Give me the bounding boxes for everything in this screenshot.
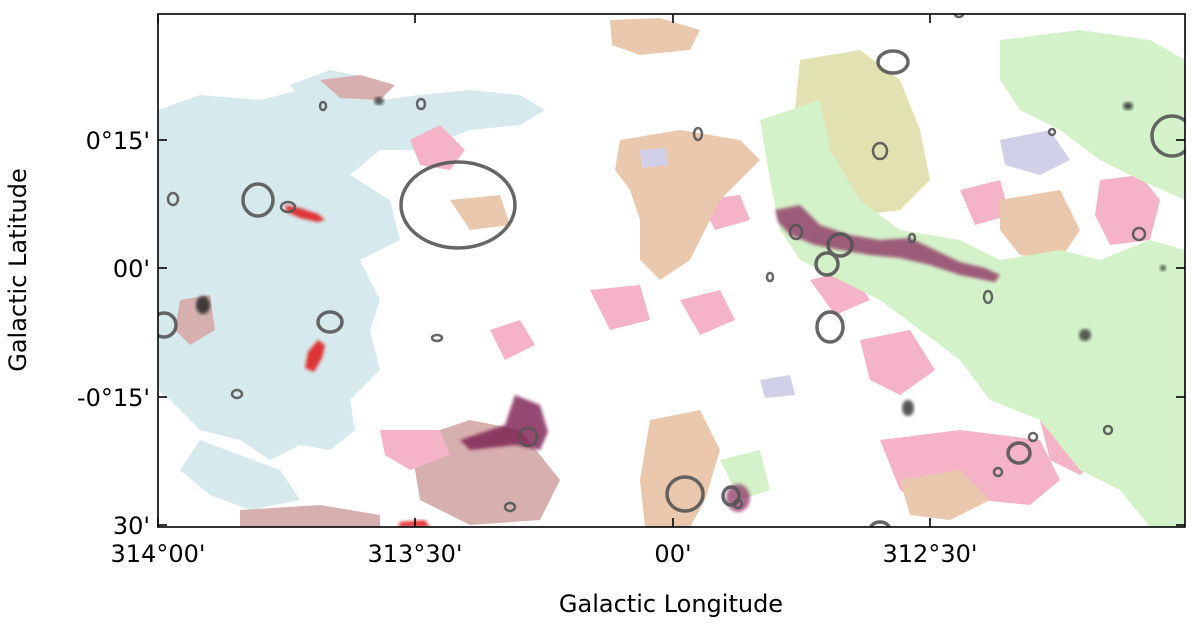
axis-ticks — [157, 14, 1185, 527]
region-pink-1 — [410, 125, 465, 170]
source-ellipse-small — [732, 498, 744, 510]
small-source-ellipses — [166, 14, 1147, 513]
source-ellipse-small — [279, 200, 297, 214]
source-ellipse — [815, 310, 845, 344]
source-ellipse — [1006, 441, 1032, 465]
dark-clump-6 — [1160, 265, 1166, 271]
y-tick-label: 30' — [113, 512, 150, 540]
source-ellipse-small — [1102, 424, 1114, 436]
source-ellipse — [876, 49, 910, 75]
source-ellipse — [316, 310, 344, 334]
region-lightgreen-1 — [760, 100, 1185, 527]
source-ellipse-small — [992, 466, 1004, 478]
y-tick-label: 0°15' — [86, 127, 150, 155]
region-pink-8 — [1095, 175, 1160, 245]
red-feature-2 — [305, 340, 325, 372]
red-feature-3 — [398, 520, 430, 527]
y-tick-label: 00' — [113, 255, 150, 283]
region-pink-3 — [490, 320, 535, 360]
dark-clump-1 — [196, 296, 210, 314]
region-tan-6 — [450, 195, 510, 230]
region-pink-10 — [960, 180, 1010, 225]
region-tan-5 — [900, 470, 990, 520]
region-lightgreen-2 — [1000, 30, 1185, 200]
dense-emission — [196, 97, 1166, 527]
region-lightblue-south — [180, 440, 300, 510]
source-ellipse-small — [907, 232, 917, 244]
x-tick-label: 00' — [654, 540, 691, 568]
dark-clump-2 — [902, 400, 914, 416]
source-ellipse-small — [503, 501, 517, 513]
source-ellipse — [814, 251, 840, 277]
region-tan-3 — [640, 410, 720, 527]
source-ellipse — [399, 160, 517, 250]
region-rosybrown-4 — [240, 505, 380, 527]
region-pink-5 — [680, 290, 735, 335]
region-pink-2 — [380, 430, 450, 470]
source-ellipse — [1150, 114, 1185, 158]
source-ellipse-small — [517, 426, 539, 448]
dark-clump-5 — [374, 97, 384, 105]
source-ellipse-small — [166, 191, 180, 207]
dark-clump-3 — [1079, 329, 1091, 341]
y-axis-title: Galactic Latitude — [4, 168, 32, 372]
source-ellipse — [665, 475, 705, 513]
source-ellipse — [826, 232, 854, 258]
source-ellipse-small — [982, 289, 994, 305]
source-ellipse — [241, 182, 275, 218]
region-rosybrown-1 — [320, 75, 395, 100]
source-ellipses — [158, 49, 1185, 527]
source-ellipse-small — [318, 100, 328, 112]
region-lavender-1 — [1000, 130, 1070, 175]
region-tan-4 — [1000, 190, 1080, 260]
source-ellipse-small — [230, 388, 244, 400]
source-ellipse-small — [1027, 431, 1039, 443]
region-lavender-2 — [640, 148, 668, 168]
source-ellipse-small — [953, 14, 965, 19]
source-ellipse — [868, 520, 892, 527]
y-tick-label: -0°15' — [77, 384, 150, 412]
region-tan-2 — [615, 130, 760, 280]
magenta-south — [460, 395, 548, 450]
source-ellipse-small — [430, 333, 444, 343]
x-tick-label: 314°00' — [111, 540, 206, 568]
source-ellipse-small — [788, 223, 804, 241]
x-tick-label: 312°30' — [883, 540, 978, 568]
source-ellipse-small — [692, 126, 704, 142]
region-tan-1 — [610, 18, 700, 55]
dark-clump-4 — [1123, 102, 1133, 110]
source-ellipse-small — [415, 97, 427, 111]
region-lightblue-west — [158, 85, 545, 460]
region-lightgreen-3 — [720, 450, 770, 500]
source-ellipse-small — [1131, 226, 1147, 242]
region-pink-6 — [860, 330, 935, 395]
region-lavender-3 — [760, 375, 795, 398]
x-tick-label: 313°30' — [368, 540, 463, 568]
magenta-filament — [775, 205, 1000, 282]
source-ellipse-small — [1047, 127, 1057, 137]
plot-frame — [157, 13, 1186, 528]
region-pink-4 — [590, 285, 650, 330]
source-ellipse-small — [765, 271, 775, 283]
source-ellipse — [721, 485, 741, 507]
source-ellipse — [158, 311, 178, 339]
source-ellipse-small — [871, 141, 889, 161]
x-axis-title: Galactic Longitude — [559, 590, 783, 618]
